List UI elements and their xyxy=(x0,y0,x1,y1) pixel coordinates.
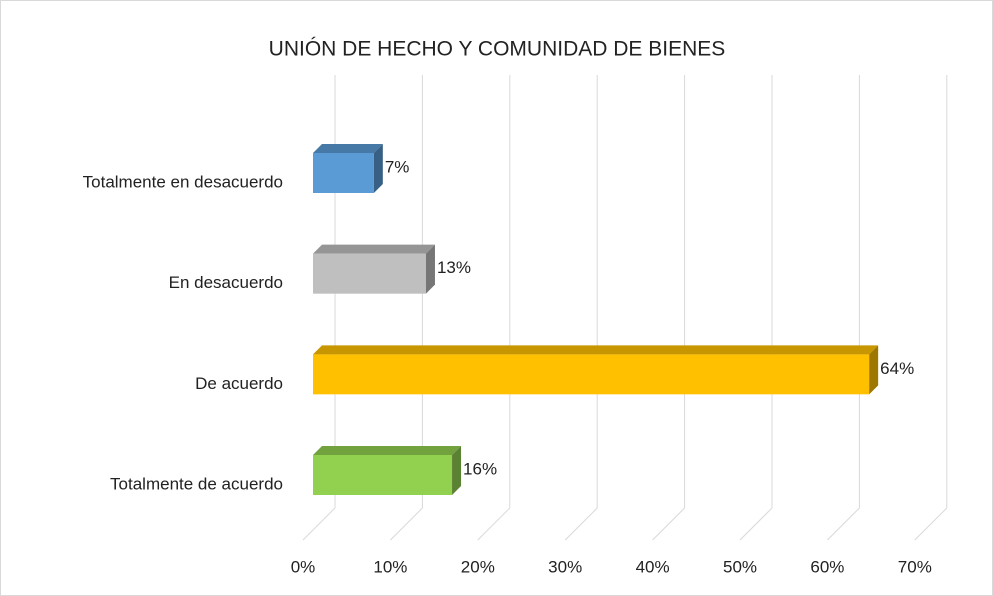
bar xyxy=(313,253,426,294)
y-tick-label: De acuerdo xyxy=(195,374,283,393)
y-tick-label: Totalmente en desacuerdo xyxy=(83,172,283,191)
chart-title: UNIÓN DE HECHO Y COMUNIDAD DE BIENES xyxy=(269,38,726,61)
data-label: 64% xyxy=(880,359,914,378)
x-tick-label: 60% xyxy=(810,557,844,576)
grid-floor-line xyxy=(390,507,423,541)
x-tick-label: 30% xyxy=(548,557,582,576)
bar-side xyxy=(425,244,435,294)
grid-floor-line xyxy=(564,507,598,541)
data-label: 13% xyxy=(437,258,471,277)
x-tick-label: 0% xyxy=(291,557,316,576)
y-tick-label: En desacuerdo xyxy=(169,273,283,292)
bar-side xyxy=(869,345,879,395)
x-tick-label: 10% xyxy=(373,557,407,576)
bar xyxy=(313,354,870,395)
bar-top xyxy=(313,244,435,254)
data-label: 7% xyxy=(385,157,410,176)
x-tick-label: 40% xyxy=(636,557,670,576)
grid-floor-line xyxy=(827,507,860,541)
grid-floor-line xyxy=(477,507,511,541)
x-tick-label: 70% xyxy=(898,557,932,576)
bar-side xyxy=(373,144,383,193)
bar-side xyxy=(452,446,462,495)
bar-top xyxy=(313,446,462,455)
x-tick-label: 20% xyxy=(461,557,495,576)
grid-floor-line xyxy=(914,507,948,541)
grid-floor-line xyxy=(739,507,773,541)
bar-top xyxy=(313,345,879,355)
bar xyxy=(313,455,453,495)
bar-top xyxy=(313,144,383,153)
bar xyxy=(313,153,374,193)
x-tick-label: 50% xyxy=(723,557,757,576)
data-label: 16% xyxy=(463,459,497,478)
y-tick-label: Totalmente de acuerdo xyxy=(110,474,283,493)
grid-floor-line xyxy=(302,507,336,541)
grid-floor-line xyxy=(652,507,685,541)
